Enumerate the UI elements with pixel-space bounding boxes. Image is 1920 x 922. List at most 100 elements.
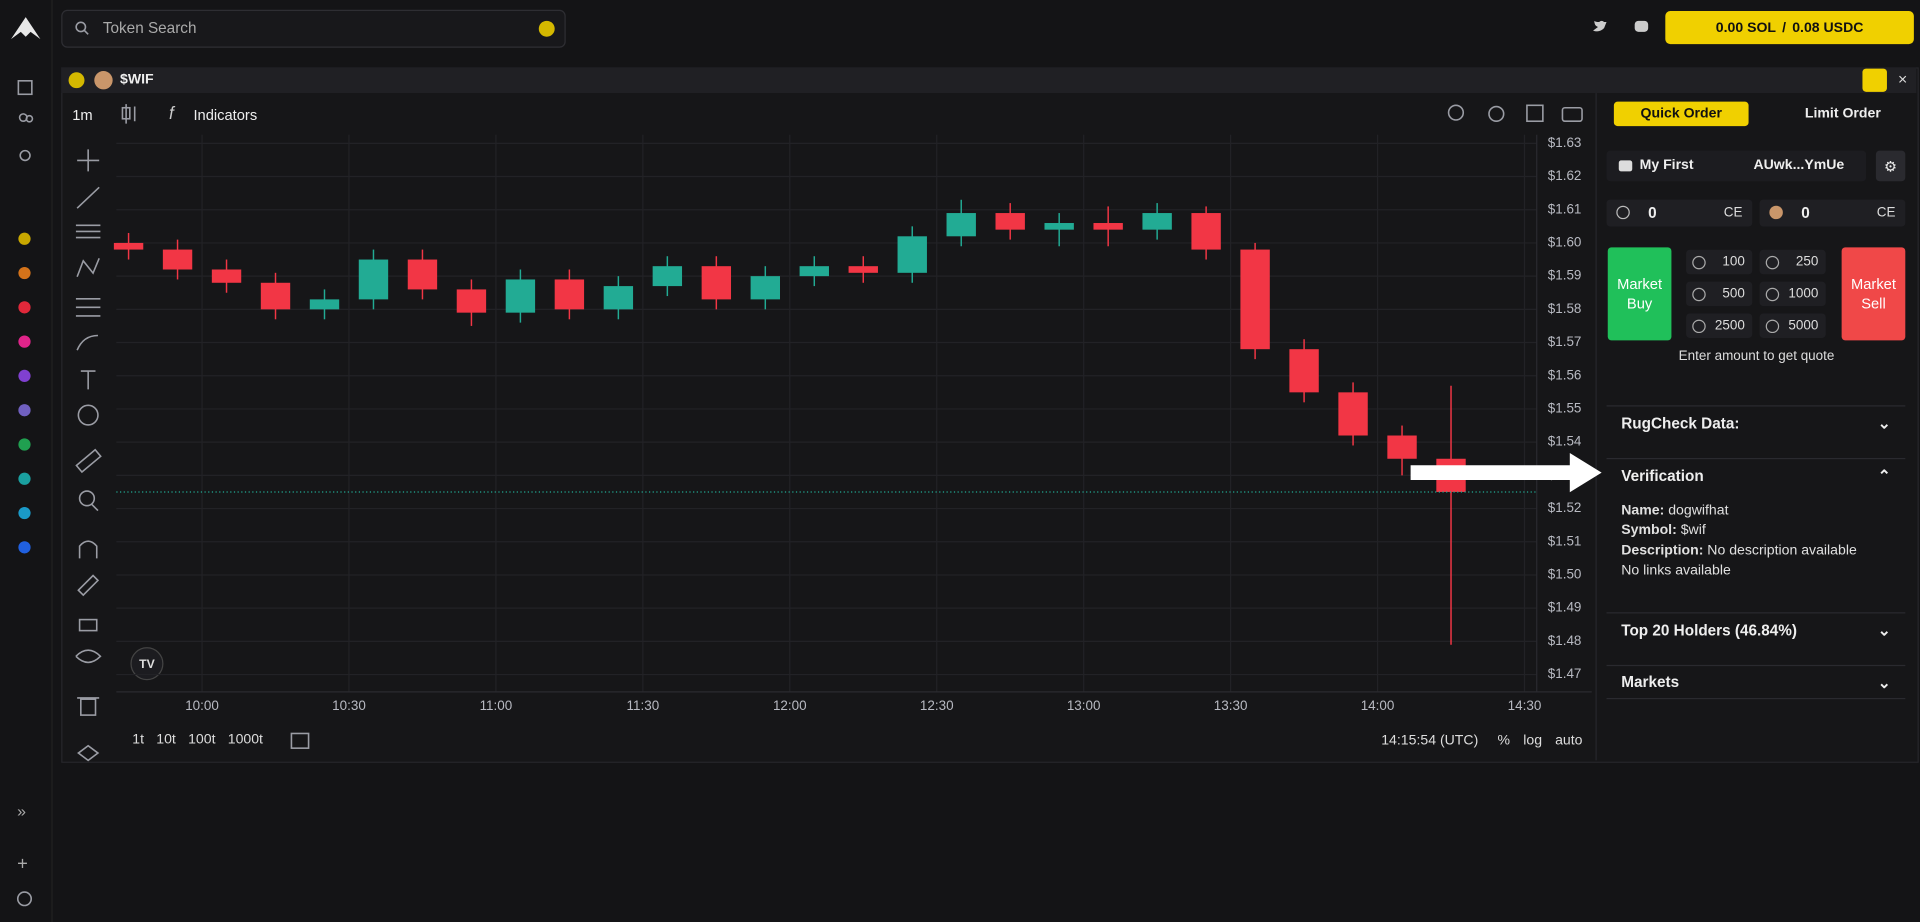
section-title: RugCheck Data:	[1621, 414, 1740, 432]
range-button[interactable]: 1000t	[227, 732, 263, 747]
market-buy-button[interactable]: Market Buy	[1607, 247, 1672, 341]
social-icons[interactable]	[1592, 18, 1653, 35]
separator: /	[1782, 20, 1787, 35]
token-dot[interactable]	[18, 404, 31, 417]
indicators-button[interactable]: Indicators	[193, 106, 258, 124]
markets-section[interactable]: Markets ⌄	[1606, 664, 1906, 700]
usdc-balance: 0.08 USDC	[1792, 20, 1864, 35]
currency-icon	[1616, 205, 1630, 220]
candle-body	[1387, 435, 1417, 459]
candle-body	[946, 213, 976, 237]
field-value: dogwifhat	[1668, 503, 1729, 518]
drawing-tools[interactable]	[71, 144, 105, 762]
rugcheck-section[interactable]: RugCheck Data: ⌄	[1606, 405, 1906, 439]
y-tick-label: $1.47	[1548, 666, 1582, 681]
wallet-icon	[1618, 160, 1633, 172]
candle-body	[799, 266, 829, 277]
token-avatar	[94, 71, 113, 90]
x-tick-label: 14:00	[1361, 698, 1395, 713]
y-tick-label: $1.59	[1548, 268, 1582, 283]
token-dot[interactable]	[18, 266, 31, 280]
amount-input[interactable]: 0 CE	[1606, 199, 1753, 227]
tab-label: Quick Order	[1640, 106, 1722, 122]
candle-body	[1044, 223, 1074, 230]
x-tick-label: 13:00	[1067, 698, 1101, 713]
add-icon[interactable]: +	[17, 853, 28, 875]
x-tick-label: 10:00	[185, 698, 219, 713]
preset-amount[interactable]: 100	[1686, 249, 1753, 275]
divider	[1595, 93, 1597, 761]
candle-body	[162, 249, 193, 270]
candle-body	[1289, 349, 1319, 393]
candle-body	[701, 266, 732, 300]
verification-section[interactable]: Verification ⌃	[1606, 457, 1906, 492]
candle-body	[113, 242, 144, 250]
nav-icons[interactable]	[16, 78, 36, 164]
tv-logo	[130, 647, 164, 681]
calendar-icon[interactable]	[290, 731, 310, 749]
token-panel	[61, 67, 1919, 763]
x-tick-label: 11:00	[480, 698, 513, 713]
market-sell-button[interactable]: Market Sell	[1841, 247, 1906, 341]
candle-body	[995, 213, 1025, 230]
preset-amount[interactable]: 250	[1759, 249, 1826, 275]
token-dot[interactable]	[18, 335, 31, 348]
layout-button[interactable]	[1862, 68, 1887, 92]
y-tick-label: $1.57	[1548, 334, 1582, 349]
close-button[interactable]: ×	[1897, 69, 1908, 89]
input-value: 0	[1648, 204, 1657, 222]
preset-amount[interactable]: 1000	[1759, 281, 1826, 307]
links-note: No links available	[1621, 563, 1731, 578]
currency-icon	[1765, 287, 1780, 301]
preset-amount[interactable]: 2500	[1686, 313, 1753, 338]
preset-amount[interactable]: 500	[1686, 281, 1753, 307]
token-dot[interactable]	[18, 472, 31, 485]
token-dot[interactable]	[18, 541, 31, 554]
amount-value: 2500	[1714, 318, 1745, 334]
settings-button[interactable]: ⚙	[1875, 150, 1906, 182]
interval[interactable]: 1m	[72, 106, 93, 124]
logo	[11, 17, 41, 40]
y-tick-label: $1.55	[1548, 401, 1582, 416]
preset-amount[interactable]: 5000	[1759, 313, 1826, 338]
amount-value: 5000	[1788, 318, 1819, 334]
token-dot[interactable]	[18, 506, 31, 520]
candle-body	[897, 236, 927, 273]
wallet-select[interactable]: My First AUwk...YmUe	[1606, 150, 1867, 182]
auto-toggle[interactable]: auto	[1555, 733, 1583, 749]
chart-toolbar-icons[interactable]	[1445, 103, 1586, 125]
fx-icon: f	[168, 102, 174, 123]
range-buttons: 1t 10t 100t 1000t	[132, 732, 263, 747]
field-row: Symbol: $wif	[1621, 521, 1857, 541]
currency-icon	[1765, 255, 1780, 269]
range-button[interactable]: 1t	[132, 732, 144, 747]
percent-toggle[interactable]: %	[1497, 733, 1511, 749]
wallet-button[interactable]: 0.00 SOL / 0.08 USDC	[1665, 11, 1914, 45]
token-dot[interactable]	[18, 369, 31, 383]
chart-type-icon[interactable]	[120, 103, 140, 125]
search-box[interactable]: Token Search	[61, 9, 566, 48]
y-tick-label: $1.48	[1548, 633, 1582, 648]
token-dot[interactable]	[18, 232, 31, 245]
token-dot[interactable]	[18, 301, 31, 314]
expand-icon[interactable]: »	[17, 802, 27, 821]
amount-value: 100	[1722, 254, 1745, 270]
candle-body	[456, 289, 487, 313]
candle-body	[750, 276, 781, 300]
log-toggle[interactable]: log	[1523, 733, 1543, 749]
field-label: Symbol:	[1621, 523, 1677, 538]
holders-section[interactable]: Top 20 Holders (46.84%) ⌄	[1606, 612, 1906, 646]
quick-order-tab[interactable]: Quick Order	[1613, 101, 1749, 127]
field-value: $wif	[1680, 523, 1706, 538]
token-dot[interactable]	[18, 438, 31, 451]
section-title: Verification	[1621, 467, 1704, 485]
range-button[interactable]: 100t	[188, 732, 216, 747]
range-button[interactable]: 10t	[156, 732, 176, 747]
amount-input[interactable]: 0 CE	[1759, 199, 1906, 227]
help-icon[interactable]	[16, 890, 33, 907]
search-placeholder: Token Search	[102, 19, 197, 37]
search-icon	[75, 21, 89, 35]
input-value: 0	[1801, 204, 1810, 222]
y-tick-label: $1.62	[1548, 168, 1582, 183]
limit-order-tab[interactable]: Limit Order	[1776, 102, 1911, 126]
